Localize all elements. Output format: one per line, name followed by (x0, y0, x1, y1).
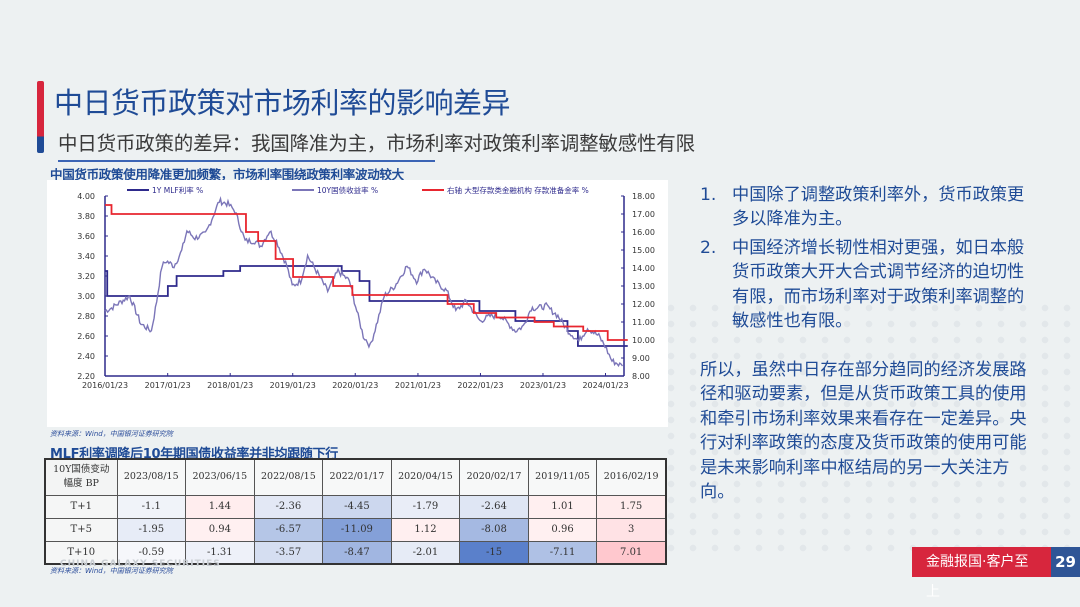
y-left-tick-label: 3.60 (77, 232, 95, 241)
chart-svg: 4.00 3.80 3.60 3.40 3.20 3.00 2.80 2.60 2.40 2.20… (77, 185, 655, 390)
table-cell: -7.11 (527, 540, 598, 565)
legend-label: 10Y国债收益率 % (317, 185, 378, 195)
table-cell: -0.59 (116, 540, 187, 565)
x-tick-label: 2018/01/23 (207, 381, 253, 390)
y-left-tick-label: 3.40 (77, 252, 95, 261)
x-tick-label: 2022/01/23 (457, 381, 503, 390)
column-header: 2022/01/17 (322, 458, 392, 496)
table-cell: -1.31 (185, 540, 255, 565)
column-header: 2022/08/15 (253, 458, 324, 496)
slide-subtitle: 中日货币政策的差异：我国降准为主，市场利率对政策利率调整敏感性有限 (58, 132, 695, 155)
table-cell: -2.36 (253, 494, 324, 519)
table-cell: 7.01 (596, 540, 667, 565)
y-right-tick-label: 10.00 (632, 336, 655, 345)
series-line (104, 196, 624, 368)
column-header: 2019/11/05 (527, 458, 598, 496)
table-cell: 1.01 (527, 494, 598, 519)
row-label: T+5 (44, 517, 118, 542)
table-cell: -1.1 (116, 494, 187, 519)
y-right-tick-label: 8.00 (632, 372, 650, 381)
table-header-row: 10Y国债变动 幅度 BP 2023/08/15 2023/06/15 2022/0… (44, 458, 667, 496)
series-line (105, 204, 628, 341)
y-left-tick-label: 2.40 (77, 352, 95, 361)
x-tick-label: 2021/01/23 (395, 381, 441, 390)
table-cell: 3 (596, 517, 667, 542)
table-cell: -8.08 (459, 517, 529, 542)
table-cell: -1.95 (116, 517, 187, 542)
y-right-tick-label: 17.00 (632, 210, 655, 219)
subtitle-underline (58, 160, 435, 162)
table-cell: 0.94 (185, 517, 255, 542)
table-cell: -11.09 (322, 517, 392, 542)
watermark: CHINA GALAXY SECURITIES (60, 559, 221, 569)
y-right-tick-label: 13.00 (632, 282, 655, 291)
table-cell: 0.96 (527, 517, 598, 542)
chart-source: 资料来源：Wind，中国银河证券研究院 (50, 430, 173, 438)
y-right-tick-label: 11.00 (632, 318, 655, 327)
point-item: 1. 中国除了调整政策利率外，货币政策更多以降准为主。 (700, 185, 1025, 230)
table-cell: -2.64 (459, 494, 529, 519)
table-cell: -8.47 (322, 540, 392, 565)
table-source: 资料来源：Wind，中国银河证券研究院 (50, 567, 173, 575)
rate-chart: 4.00 3.80 3.60 3.40 3.20 3.00 2.80 2.60 2.40 2.20… (47, 180, 668, 427)
y-right-tick-label: 15.00 (632, 246, 655, 255)
summary-paragraph: 所以，虽然中日存在部分趋同的经济发展路径和驱动要素，但是从货币政策工具的使用和牵… (700, 360, 1027, 503)
table-cell: -4.45 (322, 494, 392, 519)
y-right-tick-label: 9.00 (632, 354, 650, 363)
table-cell: -2.01 (390, 540, 461, 565)
x-tick-label: 2024/01/23 (582, 381, 628, 390)
y-left-tick-label: 4.00 (77, 192, 95, 201)
title-accent-bar (37, 81, 44, 153)
x-tick-label: 2023/01/23 (520, 381, 566, 390)
x-tick-label: 2016/01/23 (82, 381, 128, 390)
column-header: 2020/04/15 (390, 458, 461, 496)
table-row: T+10 -0.59 -1.31 -3.57 -8.47 -2.01 -15 -7.11 7.0… (44, 540, 667, 565)
x-tick-label: 2019/01/23 (270, 381, 316, 390)
decorative-dot-pattern (660, 300, 1080, 560)
column-header: 2023/06/15 (185, 458, 255, 496)
table-cell: 1.12 (390, 517, 461, 542)
legend-label: 1Y MLF利率 % (152, 185, 203, 195)
column-header: 2023/08/15 (116, 458, 187, 496)
y-left-tick-label: 2.60 (77, 332, 95, 341)
row-label: T+1 (44, 494, 118, 519)
x-tick-label: 2020/01/23 (332, 381, 378, 390)
x-tick-label: 2017/01/23 (145, 381, 191, 390)
footer-slogan: 金融报国·客户至上 (912, 547, 1051, 600)
footer-badge: 金融报国·客户至上 29 (912, 547, 1080, 600)
table-cell: -3.57 (253, 540, 324, 565)
y-right-tick-label: 12.00 (632, 300, 655, 309)
chart-title: 中国货币政策使用降准更加频繁，市场利率围绕政策利率波动较大 (50, 167, 404, 182)
y-left-tick-label: 2.80 (77, 312, 95, 321)
corner-header: 10Y国债变动 幅度 BP (44, 458, 118, 496)
series-line (105, 265, 628, 347)
table-cell: 1.75 (596, 494, 667, 519)
page-number: 29 (1051, 547, 1080, 577)
table-cell: 1.44 (185, 494, 255, 519)
point-item: 2. 中国经济增长韧性相对更强，如日本般货币政策大开大合式调节经济的迫切性有限，… (700, 237, 1025, 332)
table-cell: -15 (459, 540, 529, 565)
row-label: T+10 (44, 540, 118, 565)
y-right-tick-label: 16.00 (632, 228, 655, 237)
y-left-tick-label: 3.80 (77, 212, 95, 221)
table-cell: -1.79 (390, 494, 461, 519)
y-right-tick-label: 18.00 (632, 192, 655, 201)
y-left-tick-label: 3.20 (77, 272, 95, 281)
legend-label: 右轴 大型存款类金融机构 存款准备金率 % (447, 185, 589, 195)
y-left-tick-label: 3.00 (77, 292, 95, 301)
column-header: 2020/02/17 (459, 458, 529, 496)
table-row: T+5 -1.95 0.94 -6.57 -11.09 1.12 -8.08 0.96 3 (44, 517, 667, 542)
column-header: 2016/02/19 (596, 458, 667, 496)
key-points: 1. 中国除了调整政策利率外，货币政策更多以降准为主。 2. 中国经济增长韧性相… (700, 183, 1040, 337)
y-right-tick-label: 14.00 (632, 264, 655, 273)
y-left-tick-label: 2.20 (77, 372, 95, 381)
table-row: T+1 -1.1 1.44 -2.36 -4.45 -1.79 -2.64 1.01 1.75 (44, 494, 667, 519)
bp-change-table: 10Y国债变动 幅度 BP 2023/08/15 2023/06/15 2022/0… (44, 458, 667, 565)
table-cell: -6.57 (253, 517, 324, 542)
slide-title: 中日货币政策对市场利率的影响差异 (54, 86, 511, 120)
